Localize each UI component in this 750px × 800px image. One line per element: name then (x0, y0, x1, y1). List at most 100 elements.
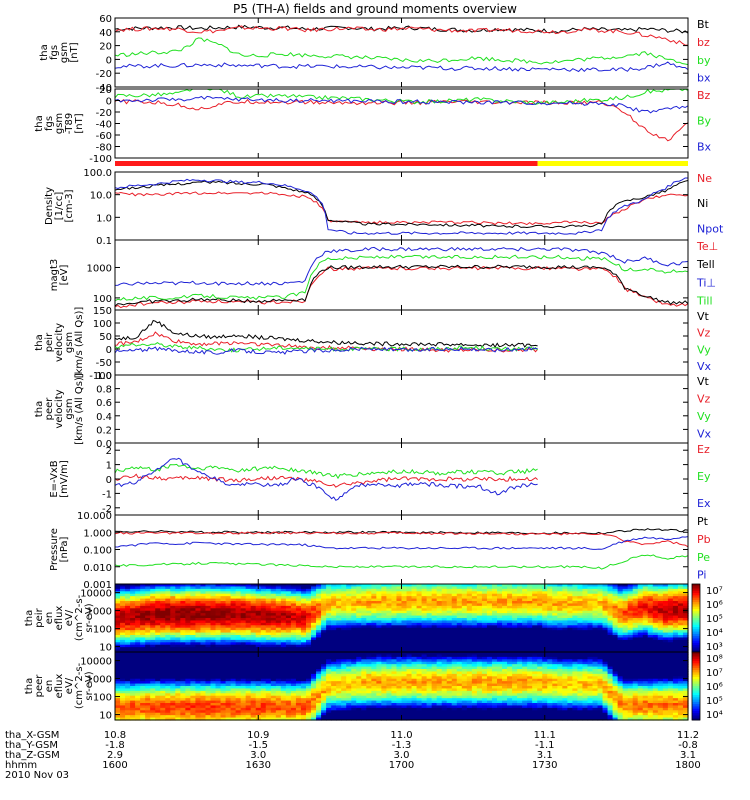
spectrogram-cell (135, 593, 141, 597)
spectrogram-cell (175, 593, 181, 597)
spectrogram-cell (195, 715, 202, 719)
spectrogram-cell (270, 620, 277, 624)
spectrogram-cell (175, 608, 181, 612)
spectrogram-cell (275, 620, 282, 624)
spectrogram-cell (295, 584, 302, 588)
spectrogram-cell (351, 603, 357, 607)
spectrogram-cell (361, 588, 367, 592)
spectrogram-cell (306, 686, 312, 690)
spectrogram-cell (225, 593, 232, 597)
y-tick-label: -50 (96, 358, 112, 369)
spectrogram-cell (416, 588, 423, 592)
spectrogram-cell (597, 649, 604, 653)
spectrogram-cell (326, 688, 332, 692)
spectrogram-cell (170, 707, 176, 711)
spectrogram-cell (361, 598, 367, 602)
spectrogram-cell (145, 656, 151, 660)
spectrogram-cell (285, 683, 292, 687)
spectrogram-cell (677, 627, 684, 631)
spectrogram-cell (140, 690, 146, 694)
spectrogram-cell (592, 586, 599, 590)
spectrogram-cell (602, 644, 609, 648)
spectrogram-cell (275, 669, 282, 673)
spectrogram-cell (185, 690, 191, 694)
spectrogram-cell (255, 598, 262, 602)
spectrogram-cell (346, 610, 352, 614)
spectrogram-cell (165, 681, 171, 685)
spectrogram-cell (522, 625, 528, 629)
spectrogram-cell (366, 639, 372, 643)
spectrogram-cell (285, 654, 292, 658)
spectrogram-cell (597, 591, 604, 595)
spectrogram-cell (451, 627, 458, 631)
spectrogram-cell (200, 610, 207, 614)
spectrogram-cell (652, 601, 659, 605)
spectrogram-cell (416, 620, 423, 624)
spectrogram-cell (321, 647, 327, 651)
spectrogram-cell (230, 615, 237, 619)
spectrogram-cell (622, 625, 629, 629)
spectrogram-cell (366, 603, 372, 607)
spectrogram-cell (180, 683, 186, 687)
spectrogram-cell (120, 630, 126, 634)
spectrogram-cell (280, 584, 287, 588)
spectrogram-cell (672, 644, 679, 648)
spectrogram-cell (677, 620, 684, 624)
spectrogram-cell (175, 625, 181, 629)
spectrogram-cell (205, 683, 212, 687)
spectrogram-cell (657, 591, 664, 595)
spectrogram-cell (602, 596, 609, 600)
spectrogram-cell (331, 625, 337, 629)
spectrogram-cell (612, 584, 619, 588)
spectrogram-cell (507, 622, 513, 626)
spectrogram-cell (285, 610, 292, 614)
spectrogram-cell (642, 593, 649, 597)
spectrogram-cell (135, 712, 141, 716)
spectrogram-cell (371, 622, 377, 626)
spectrogram-cell (190, 673, 197, 677)
spectrogram-cell (120, 649, 126, 653)
spectrogram-cell (195, 632, 202, 636)
spectrogram-cell (351, 669, 357, 673)
spectrogram-cell (225, 613, 232, 617)
spectrogram-cell (180, 656, 186, 660)
spectrogram-cell (210, 669, 217, 673)
spectrogram-cell (205, 642, 212, 646)
spectrogram-cell (275, 712, 282, 716)
spectrogram-cell (250, 690, 257, 694)
spectrogram-cell (250, 615, 257, 619)
spectrogram-cell (351, 588, 357, 592)
spectrogram-cell (295, 678, 302, 682)
spectrogram-cell (280, 593, 287, 597)
spectrogram-cell (255, 669, 262, 673)
spectrogram-cell (165, 656, 171, 660)
spectrogram-cell (346, 671, 352, 675)
spectrogram-cell (205, 627, 212, 631)
spectrogram-cell (125, 664, 131, 668)
spectrogram-cell (426, 615, 433, 619)
spectrogram-cell (290, 584, 297, 588)
spectrogram-cell (210, 652, 217, 656)
spectrogram-cell (306, 613, 312, 617)
spectrogram-cell (386, 584, 393, 588)
spectrogram-cell (240, 610, 247, 614)
spectrogram-cell (260, 613, 267, 617)
spectrogram-cell (180, 693, 186, 697)
spectrogram-cell (265, 632, 272, 636)
spectrogram-cell (446, 627, 453, 631)
spectrogram-cell (115, 625, 121, 629)
spectrogram-cell (195, 678, 202, 682)
spectrogram-cell (135, 618, 141, 622)
spectrogram-cell (617, 639, 624, 643)
spectrogram-cell (426, 586, 433, 590)
spectrogram-cell (341, 661, 347, 665)
spectrogram-cell (235, 652, 242, 656)
spectrogram-cell (602, 603, 609, 607)
spectrogram-cell (225, 656, 232, 660)
spectrogram-cell (461, 613, 468, 617)
spectrogram-cell (140, 610, 146, 614)
spectrogram-cell (200, 683, 207, 687)
spectrogram-cell (185, 591, 191, 595)
spectrogram-cell (441, 586, 448, 590)
spectrogram-cell (195, 593, 202, 597)
